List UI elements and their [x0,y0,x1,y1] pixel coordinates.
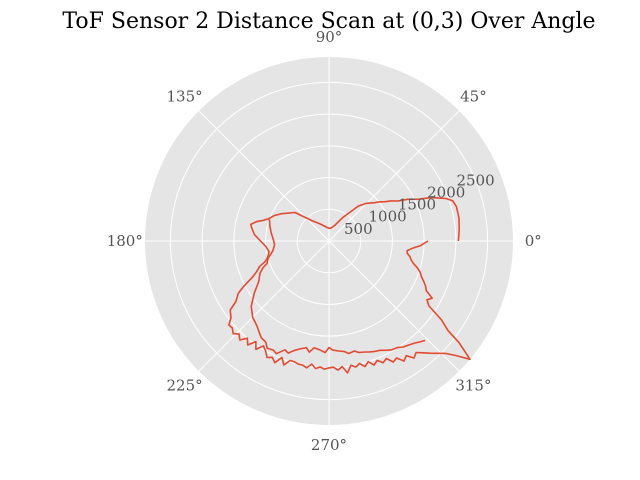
radial-tick-label: 2500 [456,171,494,189]
angular-gridline [198,110,330,242]
series-line [250,219,426,355]
radial-tick-label: 1500 [398,196,436,214]
radial-tick-label: 2000 [427,183,465,201]
angular-gridline [198,240,330,372]
angular-tick-label: 225° [167,376,203,394]
data-series [228,196,471,374]
angular-tick-labels: 0° 45° 90° 135° 180° 225° 270° 315° [107,28,542,454]
angular-tick-label: 90° [316,28,343,46]
angular-gridline [328,240,460,372]
polar-grid [145,57,513,425]
angular-tick-label: 180° [107,232,143,250]
chart-title: ToF Sensor 2 Distance Scan at (0,3) Over… [62,9,595,34]
radial-tick-label: 1000 [369,208,407,226]
angular-gridline [328,110,460,242]
angular-tick-label: 135° [167,88,203,106]
angular-tick-label: 270° [311,436,347,454]
angular-tick-label: 45° [460,88,487,106]
angular-tick-label: 315° [455,376,491,394]
radial-tick-label: 500 [344,220,373,238]
angular-tick-label: 0° [525,232,542,250]
series-line [228,196,471,374]
